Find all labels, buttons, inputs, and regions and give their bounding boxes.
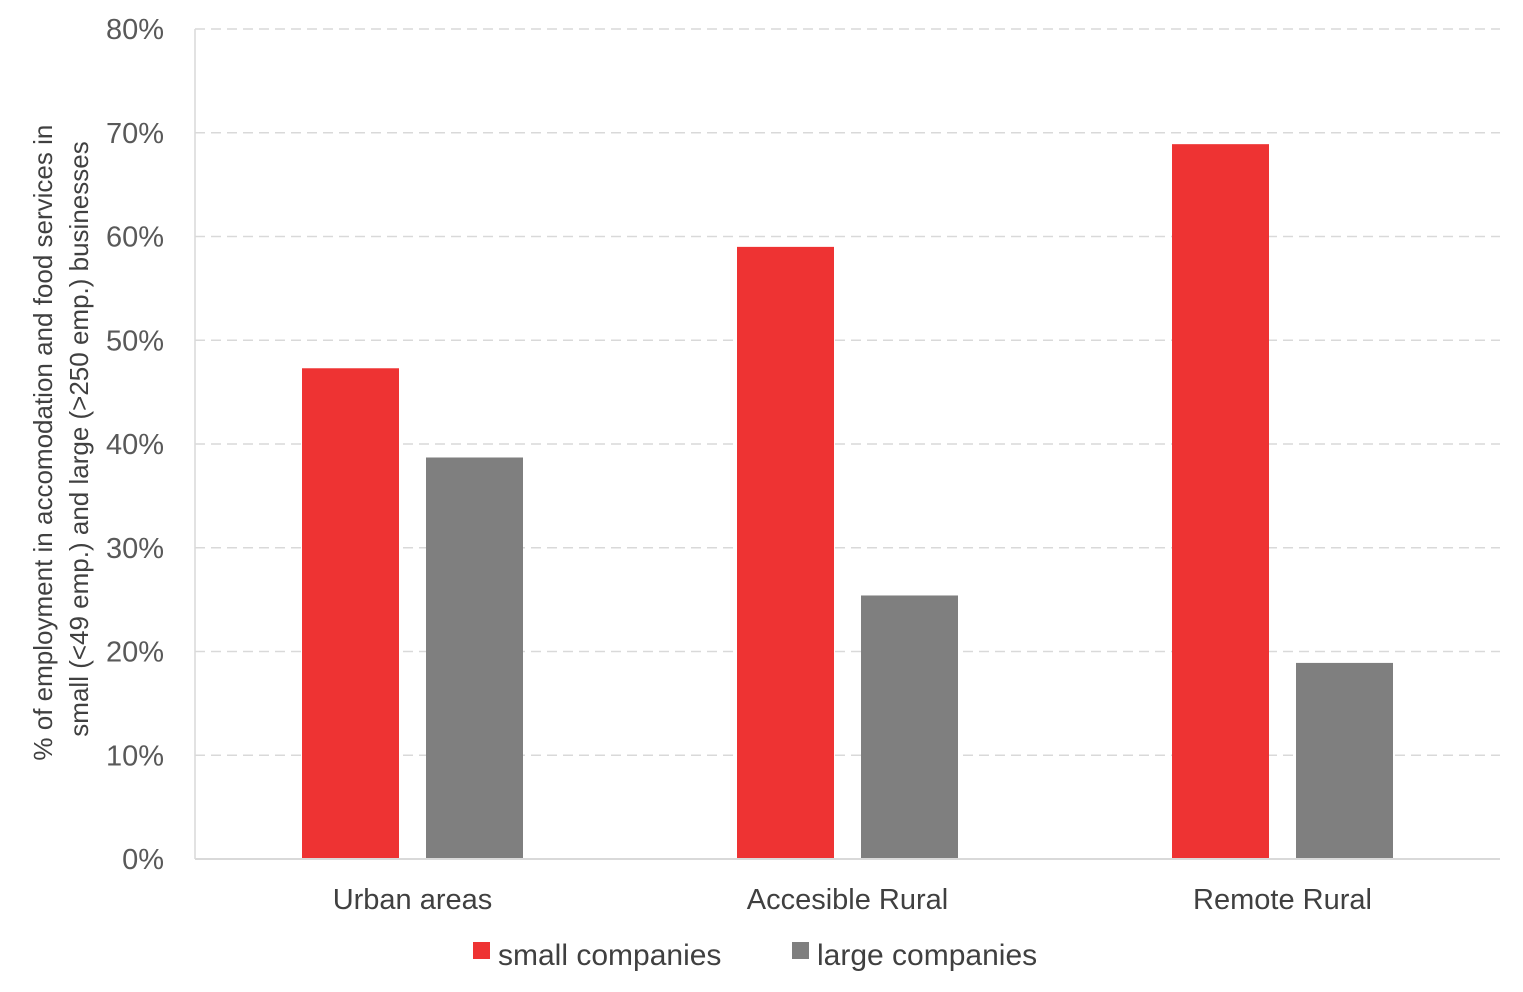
y-tick-label: 10%: [106, 740, 164, 772]
x-axis-categories: Urban areas Accesible Rural Remote Rural: [333, 884, 1372, 916]
legend: small companies large companies: [473, 939, 1037, 972]
x-category-label: Remote Rural: [1193, 884, 1372, 916]
bar-small-0: [302, 368, 399, 859]
legend-swatch: [473, 942, 490, 959]
y-tick-label: 50%: [106, 325, 164, 357]
y-tick-label: 60%: [106, 222, 164, 254]
y-tick-label: 70%: [106, 118, 164, 150]
y-tick-label: 30%: [106, 533, 164, 565]
x-category-label: Urban areas: [333, 884, 493, 916]
legend-label: small companies: [498, 939, 721, 972]
y-axis-label-line-1: % of employment in accomodation and food…: [28, 125, 58, 761]
x-category-label: Accesible Rural: [747, 884, 948, 916]
legend-label: large companies: [817, 939, 1037, 972]
y-axis-label-line-2: small (<49 emp.) and large (>250 emp.) b…: [64, 141, 94, 736]
y-axis-label: % of employment in accomodation and food…: [28, 117, 94, 760]
bar-small-1: [737, 246, 834, 859]
bar-small-2: [1172, 144, 1269, 860]
bar-large-0: [426, 457, 523, 859]
y-tick-label: 40%: [106, 429, 164, 461]
gridlines: [194, 28, 1500, 859]
bar-large-2: [1296, 662, 1393, 859]
bars: [302, 144, 1393, 860]
y-tick-label: 80%: [106, 14, 164, 46]
y-axis-ticks: 0% 10% 20% 30% 40% 50% 60% 70% 80%: [106, 14, 164, 876]
y-tick-label: 20%: [106, 637, 164, 669]
legend-swatch: [792, 942, 809, 959]
y-tick-label: 0%: [122, 844, 164, 876]
bar-large-1: [861, 595, 958, 859]
